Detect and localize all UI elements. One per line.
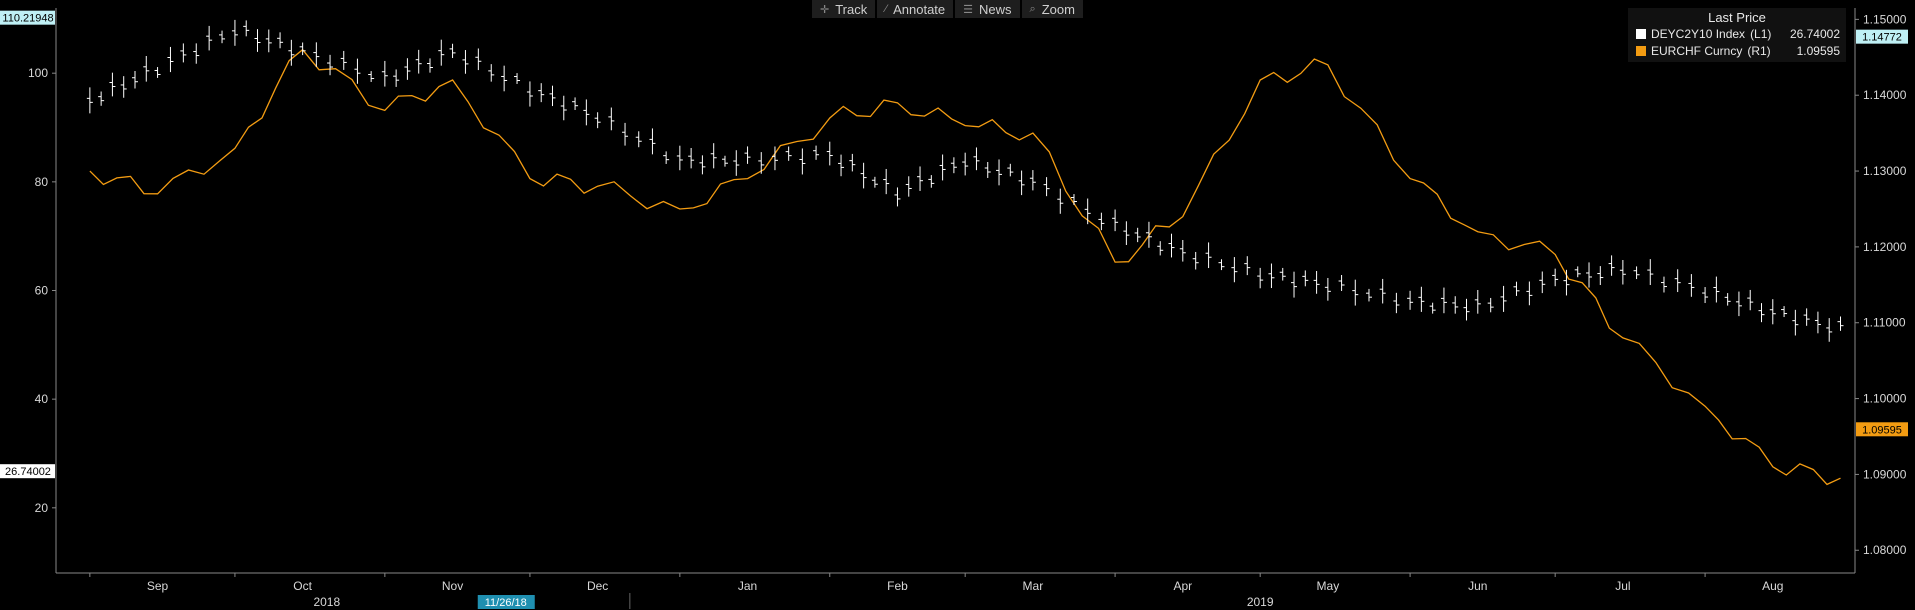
- track-label: Track: [835, 1, 868, 17]
- left-tick-label: 60: [35, 284, 49, 298]
- cursor-date-box: [477, 595, 535, 609]
- legend-series-axis: (R1): [1747, 43, 1771, 58]
- left-high-label: 110.21948: [2, 13, 53, 25]
- crosshair-icon: ✛: [820, 3, 830, 16]
- right-last-box: [1856, 422, 1908, 437]
- x-tick-label: Apr: [1173, 579, 1192, 593]
- year-label: 2018: [313, 595, 340, 609]
- left-tick-label: 100: [28, 66, 48, 80]
- pencil-icon: ⁄: [885, 3, 888, 15]
- x-tick-label: Mar: [1023, 579, 1044, 593]
- legend-title: Last Price: [1708, 10, 1766, 25]
- right-tick-label: 1.12000: [1863, 240, 1907, 254]
- annotate-label: Annotate: [893, 1, 946, 17]
- track-button[interactable]: ✛ Track: [812, 0, 876, 18]
- x-tick-label: Nov: [442, 579, 463, 593]
- legend-swatch-orange: [1636, 45, 1646, 56]
- magnifier-icon: ⌕: [1029, 2, 1036, 15]
- x-tick-label: Jan: [738, 579, 757, 593]
- cursor-date-label: 11/26/18: [485, 597, 527, 609]
- left-last-label: 26.74002: [5, 466, 51, 478]
- left-tick-label: 80: [35, 175, 49, 189]
- right-tick-label: 1.13000: [1863, 164, 1907, 178]
- right-tick-label: 1.11000: [1863, 316, 1906, 330]
- legend-item-deyc2y10: DEYC2Y10 Index (L1) 26.74002: [1628, 25, 1846, 42]
- news-button[interactable]: ☰ News: [955, 0, 1020, 18]
- right-tick-label: 1.14000: [1863, 88, 1907, 102]
- news-icon: ☰: [963, 3, 974, 16]
- legend-swatch-white: [1636, 28, 1646, 39]
- left-tick-label: 40: [35, 392, 49, 406]
- legend-series-axis: (L1): [1750, 26, 1772, 41]
- news-label: News: [979, 1, 1012, 17]
- eurchf-line: [89, 48, 1841, 486]
- zoom-button[interactable]: ⌕ Zoom: [1021, 0, 1083, 18]
- zoom-label: Zoom: [1041, 1, 1075, 17]
- plot-area: [86, 19, 1844, 486]
- annotate-button[interactable]: ⁄ Annotate: [877, 0, 954, 18]
- right-high-label: 1.14772: [1862, 32, 1902, 44]
- right-tick-label: 1.10000: [1863, 392, 1907, 406]
- x-tick-label: Aug: [1762, 579, 1783, 593]
- x-tick-label: Jul: [1615, 579, 1630, 593]
- axes: Sep Oct Nov Dec Jan Feb Mar Apr May Jun Jul Aug 2018…: [0, 8, 1908, 609]
- left-last-box: [0, 464, 55, 479]
- deyc2y10-series: [86, 19, 1844, 342]
- right-tick-label: 1.08000: [1863, 543, 1907, 557]
- legend-series-value: 1.09595: [1796, 43, 1840, 58]
- x-tick-label: May: [1317, 579, 1340, 593]
- x-tick-label: Feb: [887, 579, 908, 593]
- x-tick-label: Oct: [293, 579, 312, 593]
- legend-box: Last Price DEYC2Y10 Index (L1) 26.74002 …: [1628, 8, 1846, 62]
- legend-series-name: DEYC2Y10 Index: [1651, 26, 1746, 41]
- year-label: 2019: [1247, 595, 1274, 609]
- left-tick-label: 20: [35, 501, 49, 515]
- x-tick-label: Sep: [147, 579, 169, 593]
- right-last-label: 1.09595: [1862, 424, 1902, 436]
- x-tick-label: Dec: [587, 579, 608, 593]
- x-tick-label: Jun: [1468, 579, 1487, 593]
- legend-series-name: EURCHF Curncy: [1651, 43, 1743, 58]
- chart-toolbar: ✛ Track ⁄ Annotate ☰ News ⌕ Zoom: [812, 0, 1083, 18]
- right-tick-label: 1.09000: [1863, 467, 1907, 481]
- right-high-box: [1856, 29, 1908, 44]
- left-high-box: [0, 10, 55, 25]
- legend-item-eurchf: EURCHF Curncy (R1) 1.09595: [1628, 42, 1846, 59]
- legend-series-value: 26.74002: [1789, 26, 1840, 41]
- right-tick-label: 1.15000: [1863, 12, 1907, 26]
- eurchf-series: [89, 48, 1841, 486]
